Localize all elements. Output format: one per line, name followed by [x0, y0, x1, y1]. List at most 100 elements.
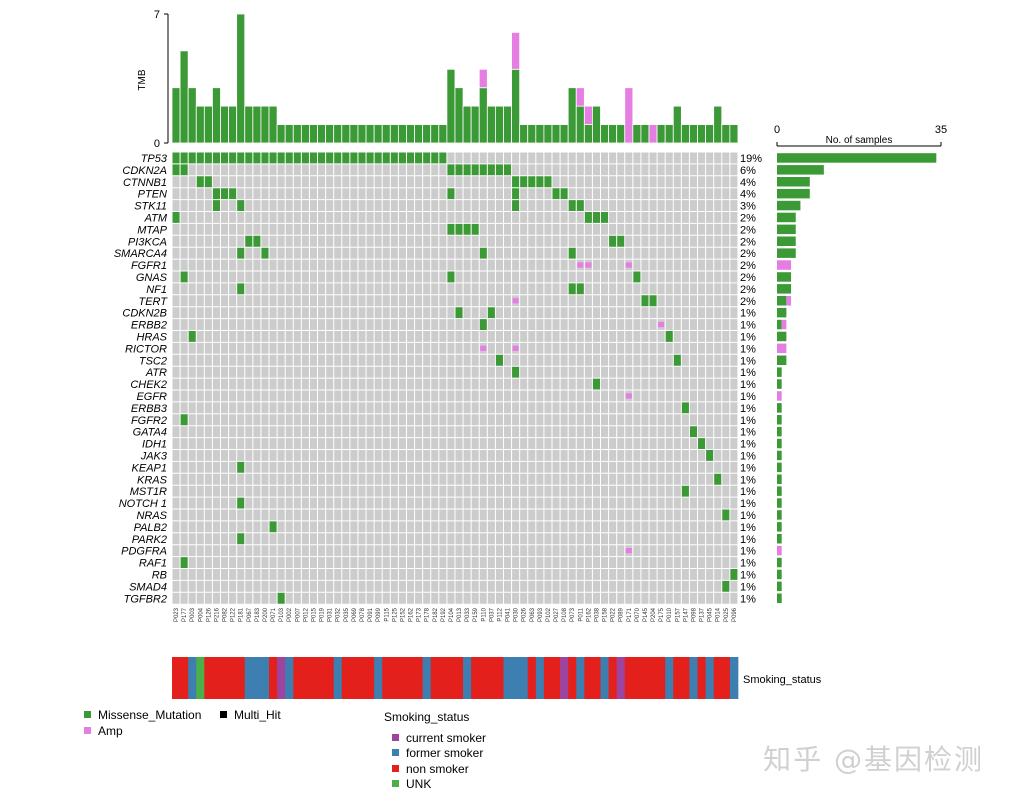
sample-label: P082: [223, 607, 229, 622]
mutation-cell: [196, 175, 205, 188]
sample-label: P035: [344, 607, 350, 622]
mutation-cell: [236, 247, 245, 260]
smoking-status-cell: [180, 657, 189, 699]
gene-label: NF1: [146, 284, 167, 296]
sample-label: P104: [449, 607, 455, 622]
legend-missense: Missense_Mutation: [84, 708, 201, 722]
mutation-cell: [649, 294, 658, 307]
sample-count-bar-missense: [777, 177, 810, 187]
gene-percent-label: 1%: [740, 522, 756, 534]
tmb-bar-missense: [503, 105, 512, 144]
sample-label: P171: [627, 607, 633, 622]
sample-label: P025: [724, 607, 730, 622]
gene-label: CDKN2B: [122, 308, 167, 320]
gene-label: PDGFRA: [121, 546, 167, 558]
tmb-bar-missense: [559, 124, 569, 144]
mutation-cell: [382, 152, 391, 164]
gene-percent-label: 1%: [740, 498, 756, 510]
mutation-cell: [430, 152, 439, 164]
mutation-cell: [293, 152, 302, 164]
smoking-status-cell: [657, 657, 666, 699]
mutation-cell: [681, 485, 690, 498]
smoking-status-cell: [406, 657, 415, 699]
smoking-status-cell: [608, 657, 618, 699]
watermark: 知乎 @基因检测: [763, 743, 984, 776]
mutation-cell: [584, 211, 593, 224]
gene-label: GATA4: [133, 427, 167, 439]
gene-label: HRAS: [136, 331, 167, 343]
smoking-status-cell: [422, 657, 432, 699]
mutation-cell: [220, 187, 229, 200]
mutation-cell: [269, 520, 278, 533]
tmb-bar-missense: [260, 105, 270, 144]
gene-label: EGFR: [136, 391, 167, 403]
legend-non-label: non smoker: [406, 762, 469, 776]
gene-label: RICTOR: [125, 343, 167, 355]
sample-label: P019: [320, 607, 326, 622]
mutation-cell: [317, 152, 326, 164]
sample-label: P110: [481, 607, 487, 621]
legend-current-smoker: current smoker: [392, 731, 486, 745]
tmb-bar-missense: [381, 124, 391, 144]
smoking-status-cell: [269, 657, 278, 699]
mutation-cell: [446, 223, 455, 236]
mutation-cell: [236, 282, 245, 295]
gene-percent-label: 2%: [740, 296, 756, 308]
gene-percent-label: 1%: [740, 320, 756, 332]
mutation-cell: [333, 152, 342, 164]
sample-count-bar-missense: [777, 581, 782, 592]
sample-label: P099: [376, 607, 382, 622]
tmb-bar-missense: [527, 124, 537, 144]
sample-label: P032: [336, 607, 342, 622]
smoking-status-cell: [551, 657, 561, 699]
mutation-cell: [568, 199, 577, 212]
tmb-bar-missense: [252, 105, 262, 144]
tmb-bar-missense: [406, 124, 415, 144]
tmb-bar-missense: [680, 124, 690, 144]
legend-multihit-swatch: [220, 711, 227, 718]
mutation-cell: [252, 152, 261, 164]
gene-percent-label: 1%: [740, 379, 756, 391]
sample-label: P033: [465, 607, 471, 622]
sample-label: P200: [263, 607, 269, 622]
tmb-bar-missense: [575, 105, 585, 144]
smoking-status-cell: [519, 657, 529, 699]
smoking-status-cell: [503, 657, 512, 699]
smoking-status-cell: [600, 657, 609, 699]
sample-label: P192: [441, 607, 447, 622]
mutation-cell: [269, 152, 278, 164]
sample-count-bar-missense: [777, 355, 787, 365]
tmb-bar-missense: [632, 124, 642, 144]
smoking-status-cell: [398, 657, 407, 699]
gene-label: TERT: [138, 296, 168, 308]
mutation-cell: [244, 152, 253, 164]
mutation-cell: [228, 152, 237, 164]
legend-missense-label: Missense_Mutation: [98, 708, 202, 722]
mutation-cell: [535, 175, 544, 188]
tmb-bar-missense: [470, 105, 480, 144]
tmb-bar-amp: [478, 68, 488, 89]
mutation-cell: [414, 152, 423, 164]
gene-label: CTNNB1: [123, 177, 167, 189]
mutation-cell: [576, 199, 585, 212]
sample-label: P078: [360, 607, 366, 622]
gene-percent-label: 1%: [740, 534, 756, 546]
smoking-status-cell: [414, 657, 424, 699]
sample-count-bar-missense: [777, 498, 782, 508]
tmb-bar-missense: [341, 124, 351, 144]
tmb-bar-missense: [672, 105, 682, 144]
smoking-status-cell: [438, 657, 448, 699]
smoking-status-cell: [640, 657, 650, 699]
tmb-bar-amp: [648, 124, 658, 144]
sample-count-bar-amp: [777, 343, 787, 354]
sample-label: P162: [409, 607, 415, 622]
gene-label: MTAP: [137, 224, 167, 236]
amp-cell: [512, 345, 519, 351]
smoking-status-cell: [382, 657, 391, 699]
tmb-bar-missense: [689, 124, 698, 144]
amp-cell: [585, 262, 592, 268]
sample-label: P012: [303, 607, 309, 622]
mutation-cell: [228, 187, 237, 200]
mutation-cell: [608, 235, 617, 248]
